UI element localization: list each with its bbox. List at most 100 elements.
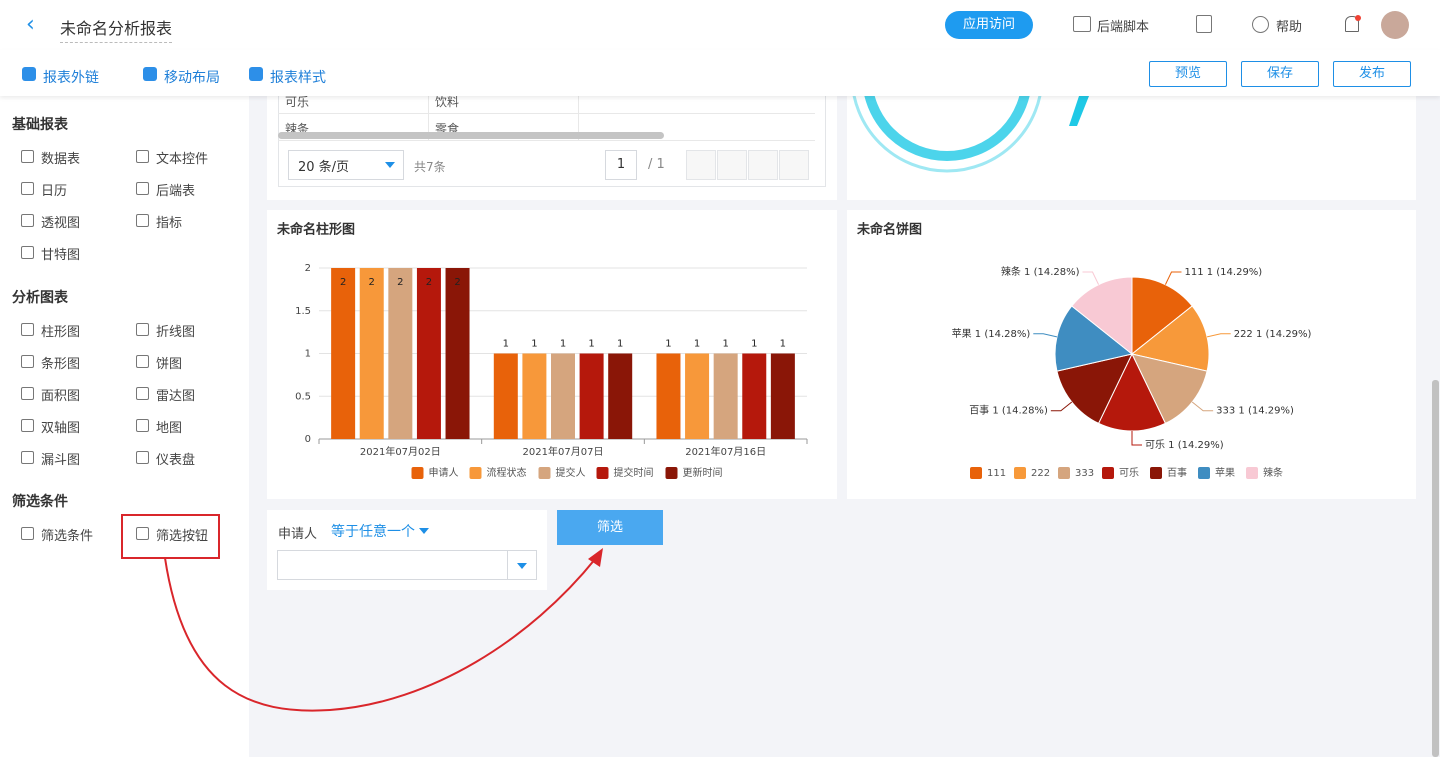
bar — [608, 353, 633, 439]
y-tick-label: 2 — [305, 263, 311, 274]
filter-input[interactable] — [277, 550, 537, 580]
data-label: 2 — [369, 277, 375, 288]
bell-dot — [1355, 15, 1361, 21]
page-size-select[interactable] — [288, 150, 404, 180]
item-icon — [21, 451, 34, 464]
page-size: 20 条/页 — [298, 160, 350, 175]
table-cell: 饮料 — [435, 96, 460, 109]
component-item[interactable]: 面积图 — [41, 389, 81, 404]
gauge-panel — [847, 96, 1416, 200]
component-item[interactable]: 后端表 — [156, 184, 196, 199]
legend-swatch — [469, 467, 482, 479]
h-scrollbar[interactable] — [278, 132, 664, 139]
back-button[interactable]: ‹ — [26, 12, 35, 37]
report-title[interactable]: 未命名分析报表 — [60, 15, 173, 43]
component-item[interactable]: 漏斗图 — [41, 453, 81, 468]
bar — [579, 353, 604, 439]
pie-slice — [1131, 276, 1193, 356]
data-label: 1 — [665, 339, 671, 350]
data-label: 1 — [617, 339, 623, 350]
help-button[interactable]: 帮助 — [1276, 20, 1303, 35]
bar — [445, 268, 470, 439]
legend-label: 申请人 — [429, 466, 459, 479]
pie-label: 苹果 1 (14.28%) — [952, 327, 1031, 340]
component-item[interactable]: 日历 — [41, 184, 68, 199]
y-tick-label: 0.5 — [295, 391, 311, 402]
operator-caret[interactable] — [419, 528, 429, 534]
chart-title: 未命名柱形图 — [276, 222, 355, 238]
component-item[interactable]: 地图 — [156, 421, 183, 436]
item-icon — [21, 182, 34, 195]
component-item[interactable]: 双轴图 — [41, 421, 81, 436]
bar — [713, 353, 738, 439]
component-item[interactable]: 筛选按钮 — [156, 529, 209, 544]
gauge-fragment — [852, 96, 1089, 173]
access-button[interactable]: 应用访问 — [945, 11, 1033, 39]
legend-swatch — [538, 467, 551, 479]
bar — [656, 353, 681, 439]
legend-swatch — [1014, 467, 1026, 479]
y-tick-label: 1 — [305, 349, 311, 360]
scrollbar[interactable] — [1432, 380, 1439, 757]
bar — [493, 353, 518, 439]
data-label: 1 — [780, 339, 786, 350]
item-icon — [136, 182, 149, 195]
toolbar-link[interactable]: 报表外链 — [43, 70, 99, 86]
pie-slice — [1071, 276, 1133, 356]
toolbar-button[interactable]: 预览 — [1149, 61, 1227, 87]
component-item[interactable]: 筛选条件 — [41, 529, 94, 544]
toolbar-button[interactable]: 保存 — [1241, 61, 1319, 87]
legend-label: 111 — [987, 468, 1006, 479]
script-icon — [1073, 16, 1091, 32]
leader-line — [1164, 271, 1182, 285]
pie-label: 辣条 1 (14.28%) — [1001, 265, 1080, 278]
component-item[interactable]: 数据表 — [41, 152, 81, 167]
legend-swatch — [1058, 467, 1070, 479]
component-item[interactable]: 文本控件 — [156, 152, 209, 167]
component-item[interactable]: 甘特图 — [41, 248, 81, 263]
component-item[interactable]: 指标 — [156, 216, 183, 231]
filter-field: 申请人 — [278, 527, 318, 542]
script-button[interactable]: 后端脚本 — [1097, 20, 1150, 35]
component-item[interactable]: 雷达图 — [156, 389, 196, 404]
item-icon — [136, 419, 149, 432]
avatar[interactable] — [1381, 11, 1409, 39]
component-item[interactable]: 柱形图 — [41, 325, 81, 340]
data-label: 1 — [722, 339, 728, 350]
help-icon — [1252, 16, 1269, 33]
legend-label: 流程状态 — [487, 466, 527, 479]
section-title: 基础报表 — [12, 117, 68, 133]
component-item[interactable]: 饼图 — [156, 357, 183, 372]
bar — [359, 268, 384, 439]
page-nav-button[interactable] — [686, 150, 716, 180]
component-item[interactable]: 条形图 — [41, 357, 81, 372]
contacts-icon[interactable] — [1196, 15, 1212, 33]
legend-swatch — [1246, 467, 1258, 479]
x-tick-label: 2021年07月16日 — [685, 445, 766, 458]
data-label: 1 — [560, 339, 566, 350]
component-item[interactable]: 透视图 — [41, 216, 81, 231]
component-item[interactable]: 折线图 — [156, 325, 196, 340]
page-nav-button[interactable] — [779, 150, 809, 180]
data-label: 1 — [503, 339, 509, 350]
page-nav-button[interactable] — [717, 150, 747, 180]
filter-operator[interactable]: 等于任意一个 — [331, 524, 415, 540]
bell-icon[interactable] — [1345, 16, 1359, 32]
toolbar: 报表外链 移动布局 报表样式 预览 保存 发布 — [0, 50, 1440, 96]
page-nav-button[interactable] — [748, 150, 778, 180]
bar — [551, 353, 575, 439]
toolbar-link[interactable]: 移动布局 — [164, 70, 220, 86]
pie-label: 百事 1 (14.28%) — [969, 404, 1048, 417]
toolbar-button[interactable]: 发布 — [1333, 61, 1411, 87]
bar — [522, 353, 547, 439]
legend-label: 可乐 — [1119, 467, 1139, 479]
bar — [685, 353, 710, 439]
legend-swatch — [1102, 467, 1114, 479]
toolbar-link[interactable]: 报表样式 — [270, 70, 326, 86]
component-item[interactable]: 仪表盘 — [156, 453, 196, 468]
page-input[interactable]: 1 — [605, 150, 637, 180]
leader-line — [1082, 271, 1100, 285]
row-line — [278, 140, 815, 141]
filter-button[interactable]: 筛选 — [557, 510, 663, 545]
